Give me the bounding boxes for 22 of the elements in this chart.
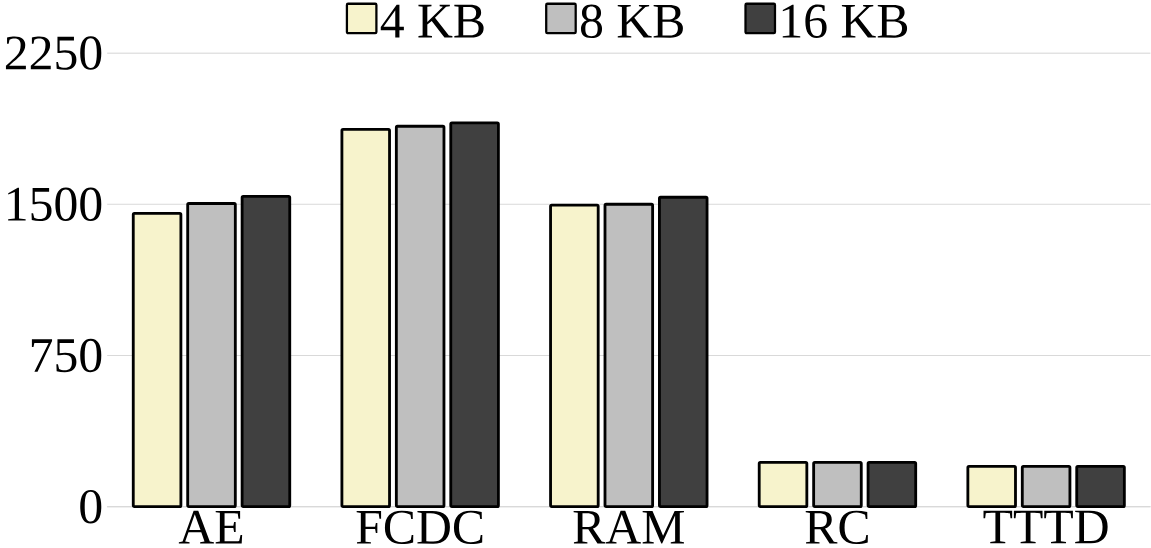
legend-label: 16 KB	[782, 4, 908, 39]
x-tick-label: RC	[805, 510, 868, 545]
x-tick-label: TTTD	[983, 510, 1108, 544]
bar	[1020, 465, 1072, 509]
legend-label: 4 KB	[380, 4, 484, 38]
x-tick-label: FCDC	[356, 510, 483, 545]
bar	[549, 203, 600, 509]
bar	[812, 460, 863, 509]
bar	[966, 465, 1017, 509]
bar	[131, 212, 183, 509]
x-tick-label: AE	[178, 510, 243, 544]
y-tick-label: 0	[80, 489, 102, 524]
legend-label: 8 KB	[580, 4, 683, 39]
bar	[394, 124, 446, 509]
bar	[186, 202, 237, 509]
y-tick-label: 1500	[8, 187, 102, 222]
bar	[603, 202, 655, 509]
bar	[757, 460, 809, 509]
bar	[340, 127, 391, 509]
x-tick-label: RAM	[573, 510, 684, 544]
y-tick-label: 2250	[5, 36, 102, 70]
y-tick-label: 750	[31, 338, 102, 373]
